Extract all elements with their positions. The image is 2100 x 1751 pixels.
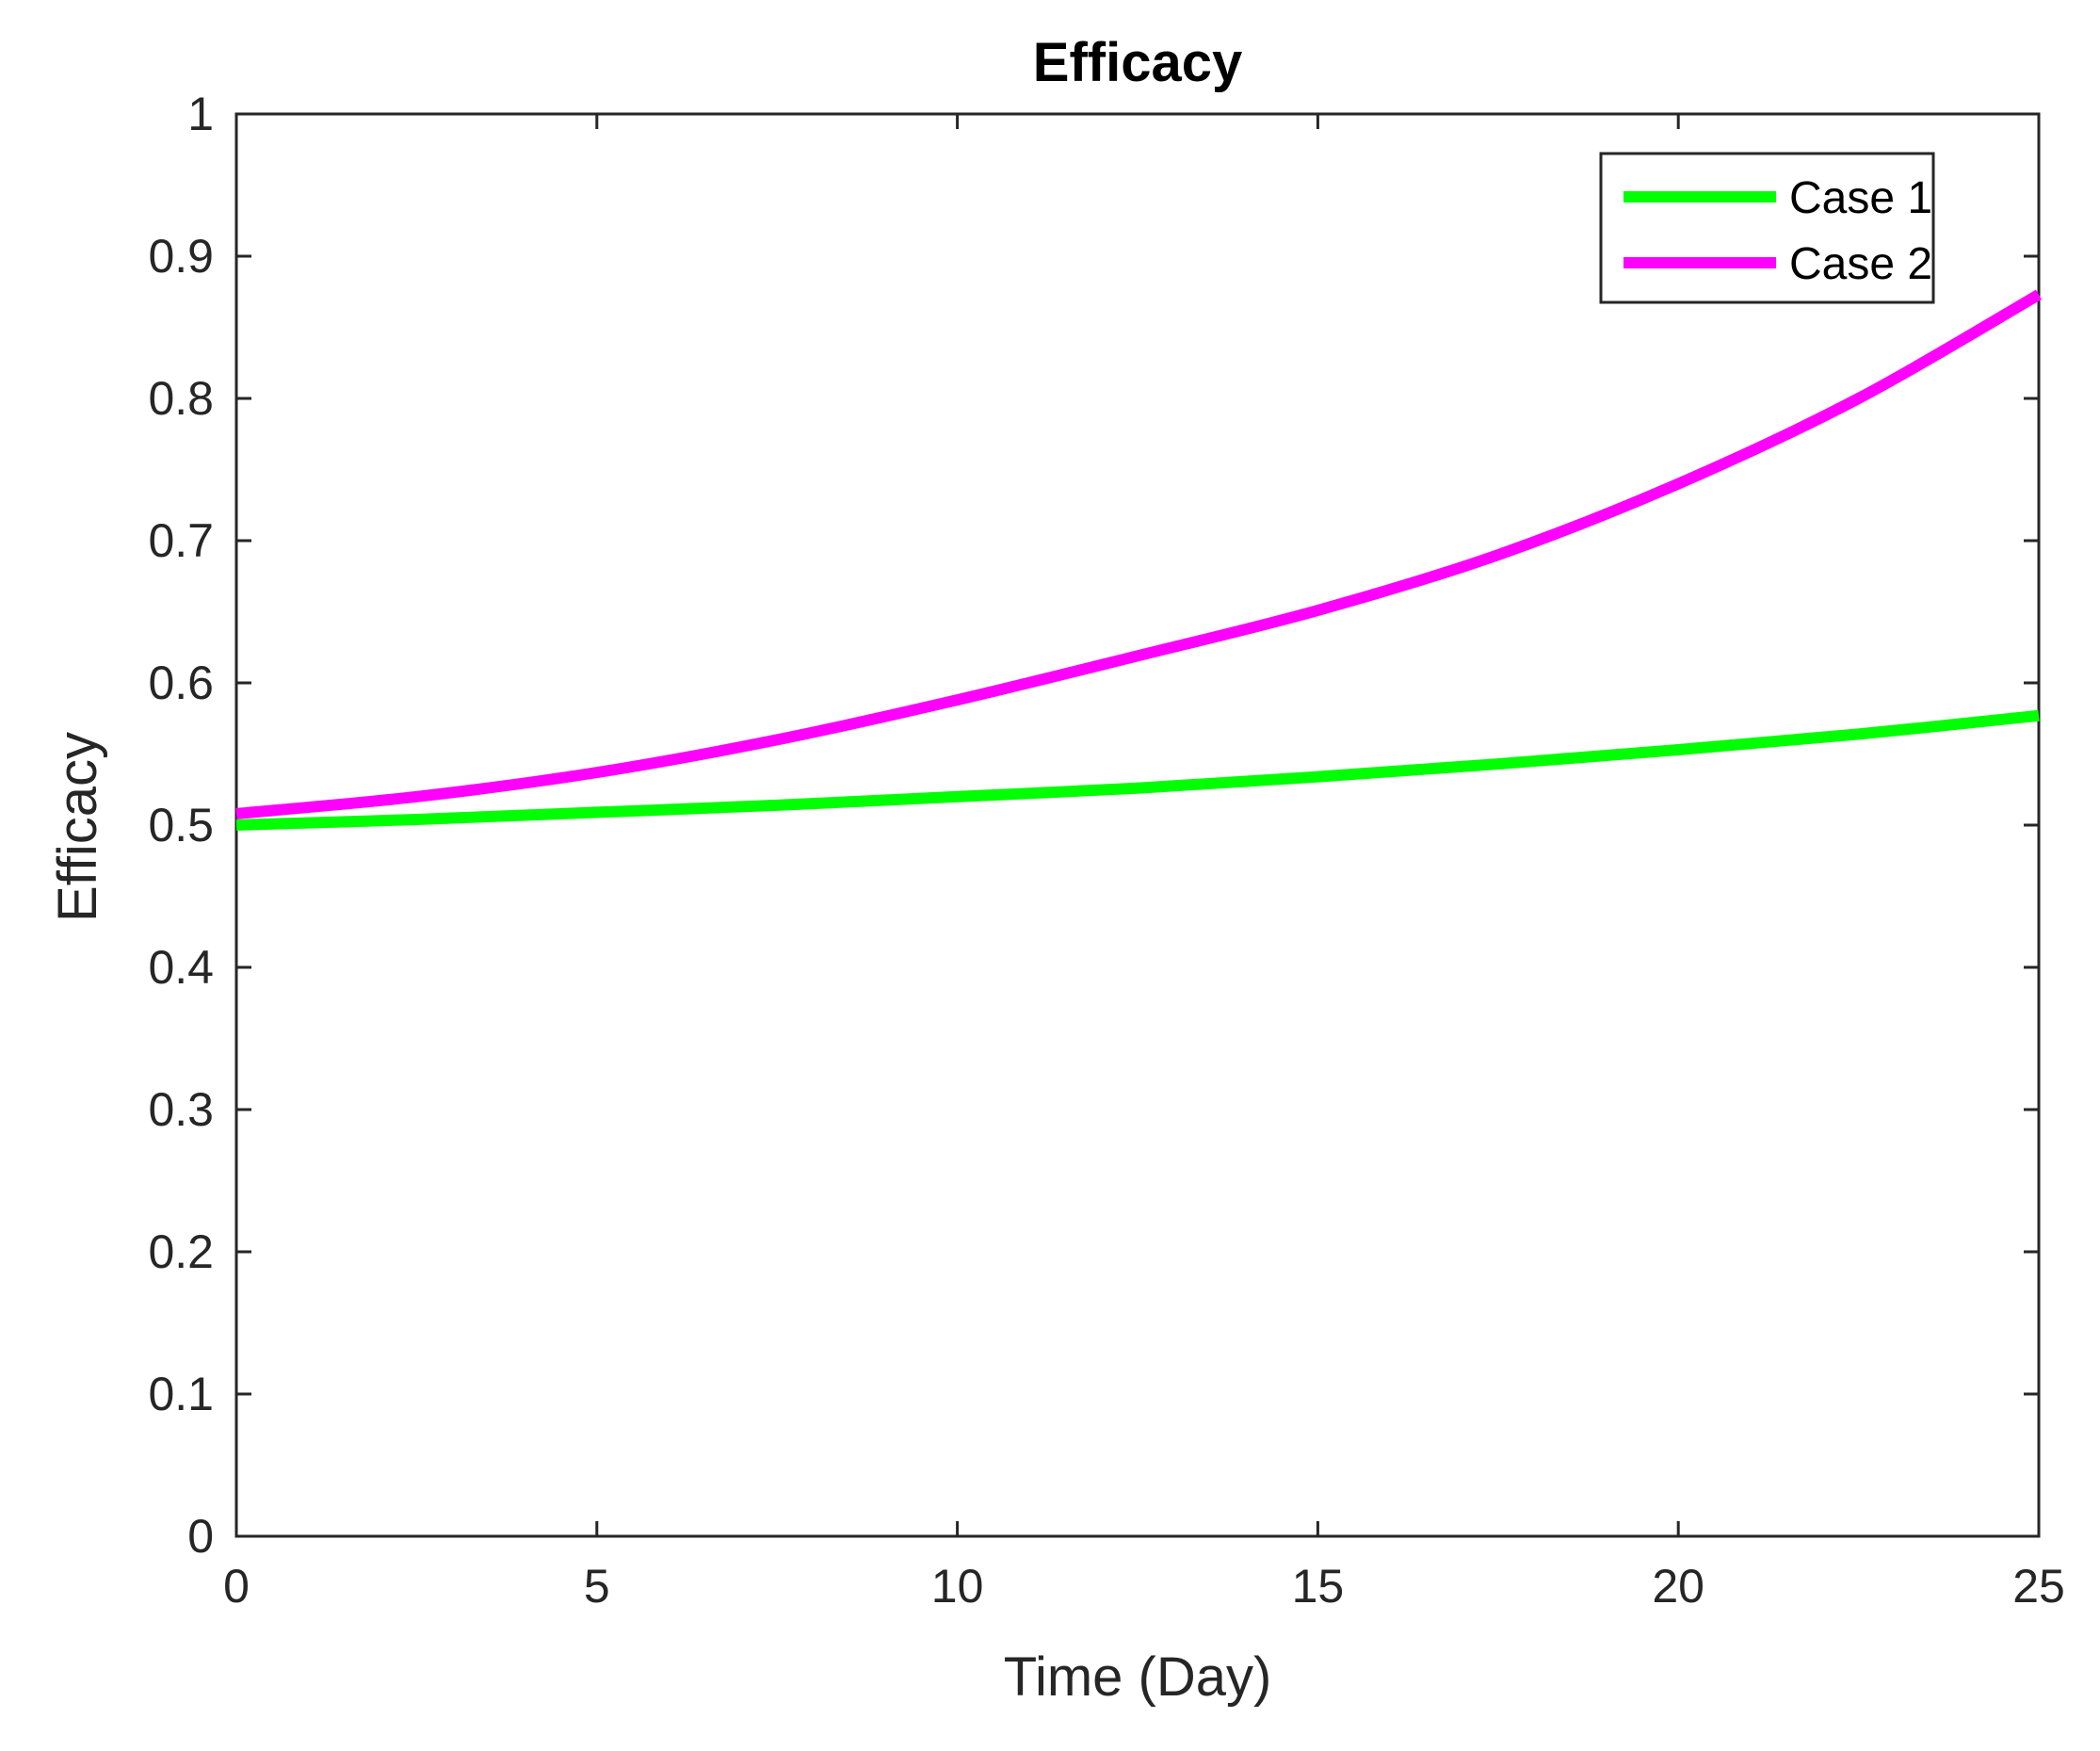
x-tick-label: 10: [931, 1560, 984, 1613]
data-point-case-2: [954, 696, 961, 704]
x-axis-title: Time (Day): [1004, 1646, 1272, 1708]
data-point-case-2: [412, 793, 420, 801]
x-tick-label: 20: [1652, 1560, 1704, 1613]
data-point-case-1: [233, 821, 240, 829]
y-tick-label: 0.4: [148, 941, 214, 994]
y-tick-label: 0: [187, 1510, 214, 1563]
plot-area: 0 5 10 15 20 25 0 0.1 0.2 0.3 0.4 0.5 0.6 0.7 0.8 0.9 1: [148, 88, 2064, 1613]
chart-title: Efficacy: [1033, 32, 1242, 93]
x-tick-label: 5: [584, 1560, 610, 1613]
legend-label-case-2: Case 2: [1789, 239, 1932, 289]
data-point-case-1: [412, 816, 420, 823]
legend: Case 1 Case 2: [1599, 152, 1935, 304]
data-point-case-1: [1314, 773, 1321, 781]
data-point-case-2: [1314, 607, 1321, 614]
data-point-case-1: [773, 802, 781, 809]
data-point-case-1: [2035, 712, 2043, 720]
legend-box: [1599, 152, 1935, 304]
y-tick-label: 0.9: [148, 230, 214, 283]
data-point-case-1: [593, 808, 601, 816]
data-point-case-1: [1674, 746, 1682, 754]
y-tick-label: 0.7: [148, 514, 214, 567]
data-point-case-2: [593, 769, 601, 776]
legend-label-case-1: Case 1: [1789, 173, 1932, 223]
y-tick-label: 1: [187, 88, 214, 140]
data-point-case-2: [233, 810, 240, 818]
x-tick-label: 15: [1292, 1560, 1345, 1613]
data-point-case-2: [2035, 291, 2043, 299]
y-tick-label: 0.8: [148, 372, 214, 425]
x-tick-label: 25: [2012, 1560, 2065, 1613]
y-tick-label: 0.1: [148, 1368, 214, 1420]
axes-box: [234, 112, 2041, 1538]
data-point-case-1: [1494, 760, 1502, 768]
data-point-case-1: [1134, 785, 1141, 792]
series-line-case-2: [235, 289, 2042, 819]
data-point-case-2: [773, 736, 781, 743]
series-line-case-1: [235, 709, 2040, 831]
x-tick-label: 0: [223, 1560, 250, 1613]
data-point-case-1: [1855, 730, 1863, 738]
y-tick-label: 0.3: [148, 1083, 214, 1136]
data-point-case-2: [1674, 480, 1682, 488]
y-tick-label: 0.2: [148, 1225, 214, 1278]
data-point-case-2: [1855, 395, 1863, 402]
y-tick-label: 0.6: [148, 657, 214, 709]
y-tick-label: 0.5: [148, 799, 214, 851]
data-point-case-2: [1134, 652, 1141, 659]
data-point-case-2: [1494, 551, 1502, 559]
data-point-case-1: [954, 793, 961, 801]
y-axis-title: Efficacy: [47, 732, 108, 922]
